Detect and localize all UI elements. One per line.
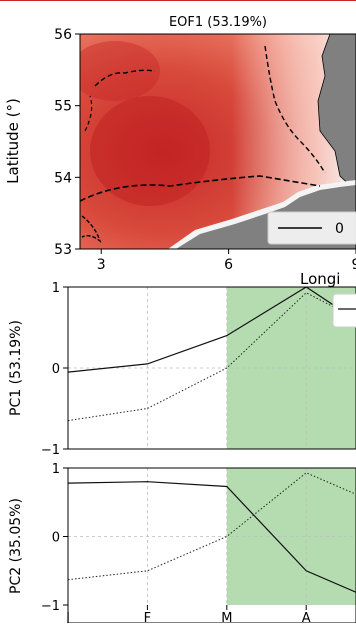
- pc1-series-solid: [68, 287, 356, 373]
- pc2-y-label: PC2 (35.05%): [8, 498, 24, 594]
- map-zero-contour-5: [81, 215, 102, 244]
- pc1-panel: −1 0 1 PC1 (53.19%): [8, 281, 356, 458]
- pc1-y-ticks: −1 0 1: [41, 281, 68, 458]
- pc2-lines: [68, 472, 356, 593]
- pc1-y-label: PC1 (53.19%): [8, 320, 24, 416]
- pc2-series-dotted: [68, 472, 356, 581]
- x-tick-label: F: [144, 611, 151, 623]
- map-x-ticks: 3 6 9: [97, 249, 356, 273]
- map-y-ticks: 53 54 55 56: [54, 27, 80, 258]
- pc2-panel: −101 JFMAMJ PC2 (35.05%): [8, 462, 356, 626]
- map-title: EOF1 (53.19%): [169, 15, 267, 30]
- map-legend-label: 0: [335, 221, 344, 237]
- y-tick-label: 1: [52, 281, 60, 296]
- y-tick-label: −1: [41, 443, 60, 458]
- map-x-label: Longi: [300, 270, 340, 288]
- pc2-x-ticks: JFMAMJ: [65, 605, 311, 626]
- x-tick-label: J: [65, 611, 70, 623]
- x-tick-label: M: [221, 611, 232, 623]
- map-coast-band: [168, 180, 356, 249]
- pc1-series-dotted: [68, 292, 356, 422]
- map-y-tick-label: 55: [54, 99, 72, 115]
- y-tick-label: 0: [52, 362, 60, 377]
- map-x-tick-label: 6: [224, 257, 233, 273]
- map-y-tick-label: 53: [54, 242, 72, 258]
- pc2-grid: [68, 468, 356, 605]
- map-y-tick-label: 56: [54, 27, 72, 43]
- map-legend: 0: [267, 211, 356, 245]
- map-zero-contour-1: [80, 175, 321, 202]
- map-y-label: Latitude (°): [4, 98, 22, 184]
- map-zero-contour-2: [94, 69, 156, 87]
- map-zero-contour-3: [264, 45, 326, 174]
- pc2-y-ticks: −1 0 1: [41, 462, 68, 614]
- y-tick-label: 0: [52, 531, 60, 546]
- map-x-tick-label: 3: [97, 257, 106, 273]
- y-tick-label: 1: [52, 462, 60, 477]
- map-zero-contour-4: [84, 95, 93, 132]
- map-land-east: [317, 34, 356, 192]
- x-tick-label: A: [302, 611, 311, 623]
- y-tick-label: −1: [41, 599, 60, 614]
- pc2-series-solid: [68, 481, 356, 593]
- map-frame: [79, 33, 356, 250]
- map-y-tick-label: 54: [54, 170, 72, 186]
- map-x-tick-label: 9: [352, 257, 356, 273]
- pc1-lines: [68, 287, 356, 422]
- pc1-legend-box: [332, 293, 356, 328]
